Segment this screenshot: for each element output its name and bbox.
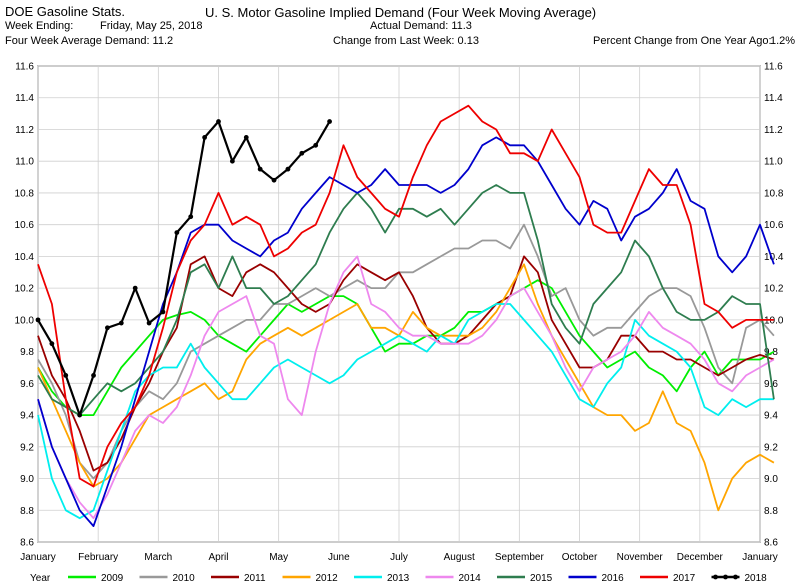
legend-marker-2018 [713,574,718,580]
legend-label-2010: 2010 [173,573,196,584]
y-tick-label-right: 8.6 [764,538,778,549]
series-point-2018 [229,158,235,164]
series-point-2018 [174,230,180,236]
series-line-2011 [37,255,775,472]
y-tick-label-left: 9.2 [20,442,34,453]
series-line-2013 [37,303,774,520]
series-point-2018 [132,285,138,291]
pct-change-value: 1.2% [770,35,796,47]
legend-label-2015: 2015 [530,573,553,584]
y-tick-label-left: 10.0 [15,315,35,326]
y-tick-label-left: 10.8 [15,188,35,199]
series-point-2018 [216,119,221,124]
y-tick-label-left: 9.6 [20,379,34,390]
y-tick-label-right: 8.8 [764,506,778,517]
series-line-2009 [37,279,775,417]
y-tick-label-right: 10.0 [764,315,784,326]
y-tick-label-right: 11.2 [764,125,783,136]
legend-label-2018: 2018 [745,573,768,584]
series-point-2018 [49,341,55,347]
y-tick-label-right: 9.0 [764,474,778,485]
series-line-2015 [37,184,775,417]
legend-marker-2018 [723,574,728,580]
series-point-2018 [243,135,249,140]
legend-label-2013: 2013 [387,573,410,584]
series-point-2018 [188,214,194,220]
y-tick-label-left: 8.6 [20,538,34,549]
series-line-2014 [37,255,775,520]
y-tick-label-left: 9.8 [20,347,34,358]
x-tick-label: March [144,552,172,563]
x-tick-label: May [269,552,288,563]
series-point-2018 [63,373,69,378]
y-tick-label-left: 9.4 [20,411,34,422]
x-tick-label: April [208,552,228,563]
change-last-week: Change from Last Week: 0.13 [333,35,479,47]
x-tick-label: November [617,552,664,563]
series-line-2018 [37,120,331,417]
x-tick-label: June [328,552,350,563]
y-tick-label-right: 10.2 [764,284,784,295]
legend-label-2012: 2012 [316,573,339,584]
y-tick-label-right: 11.6 [764,62,783,73]
x-tick-label: December [677,552,724,563]
legend-label-2011: 2011 [244,573,266,584]
x-tick-label: February [78,552,118,563]
app-title: DOE Gasoline Stats. [5,4,125,19]
y-tick-label-left: 11.6 [15,62,34,73]
y-tick-label-right: 11.0 [764,157,783,168]
x-tick-label: July [390,552,408,563]
actual-demand: Actual Demand: 11.3 [370,20,472,32]
four-week-average: Four Week Average Demand: 11.2 [5,35,174,47]
y-tick-label-left: 9.0 [20,474,34,485]
pct-change-label: Percent Change from One Year Ago: [593,35,772,47]
legend-label-2017: 2017 [673,573,696,584]
y-tick-label-left: 8.8 [20,506,34,517]
y-tick-label-left: 11.0 [15,157,34,168]
series-point-2018 [327,119,332,124]
series-point-2018 [77,412,83,418]
x-tick-label: January [742,552,778,563]
series-line-2017 [37,104,774,488]
legend-label-2014: 2014 [459,573,482,584]
series-line-2010 [37,223,775,480]
y-tick-label-left: 11.2 [15,125,34,136]
y-tick-label-right: 10.4 [764,252,784,263]
series-line-2012 [37,263,775,512]
y-tick-label-right: 9.2 [764,442,778,453]
y-tick-label-right: 10.8 [764,188,784,199]
legend-title: Year [30,573,51,584]
y-tick-label-left: 11.4 [15,93,34,104]
chart-title: U. S. Motor Gasoline Implied Demand (Fou… [205,5,597,20]
series-point-2018 [313,142,319,148]
x-tick-label: August [444,552,475,563]
y-tick-label-left: 10.6 [15,220,35,231]
series-point-2018 [160,309,166,315]
y-tick-label-left: 10.2 [15,284,35,295]
series-point-2018 [105,325,110,331]
legend-marker-2018 [733,574,738,580]
x-tick-label: October [562,552,598,563]
x-tick-label: September [495,552,545,563]
series-point-2018 [146,320,152,326]
x-tick-label: January [20,552,56,563]
legend-label-2009: 2009 [101,573,124,584]
series-point-2018 [257,166,263,172]
week-ending-value: Friday, May 25, 2018 [100,20,203,32]
series-point-2018 [35,317,41,323]
y-tick-label-right: 10.6 [764,220,784,231]
y-tick-label-right: 11.4 [764,93,783,104]
series-point-2018 [271,177,277,183]
legend-label-2016: 2016 [602,573,625,584]
week-ending-label: Week Ending: [5,20,74,32]
series-point-2018 [299,150,305,156]
series-point-2018 [91,373,96,378]
series-point-2018 [202,135,208,140]
y-tick-label-left: 10.4 [15,252,35,263]
y-tick-label-right: 9.4 [764,411,778,422]
series-point-2018 [118,320,124,326]
series-point-2018 [285,166,291,172]
